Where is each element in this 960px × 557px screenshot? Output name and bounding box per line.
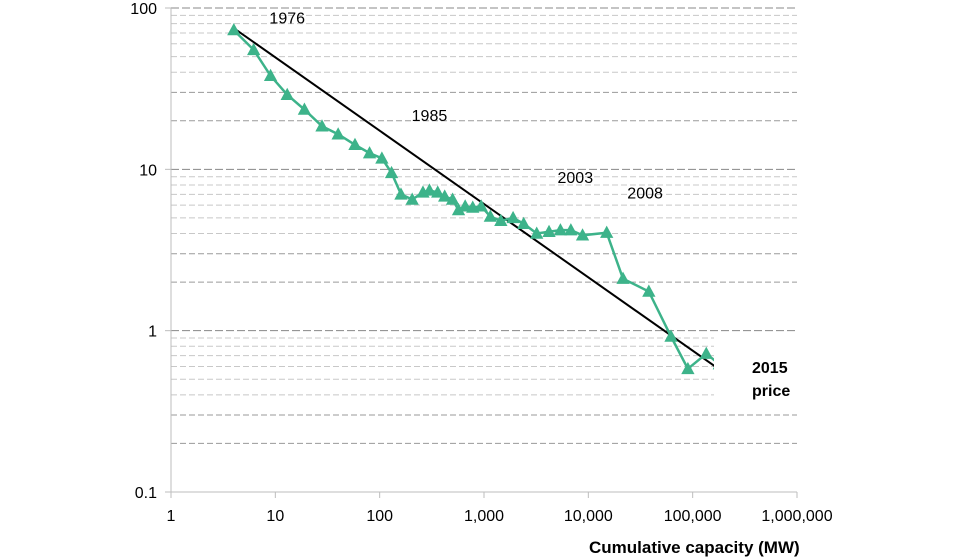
year-annotation: 2008: [627, 185, 663, 202]
data-point-marker: [227, 23, 241, 36]
y-tick-label: 100: [130, 1, 157, 18]
data-point-marker: [483, 209, 497, 222]
price-label-year: 2015: [752, 360, 788, 377]
year-annotation: 1976: [269, 11, 305, 28]
annotations: 1976 1985 2003 2008: [269, 11, 663, 203]
data-point-marker: [542, 224, 556, 238]
series-group: [227, 23, 739, 375]
x-tick-label: 100: [366, 508, 393, 525]
data-point-marker: [315, 119, 329, 132]
data-point-marker: [506, 210, 520, 224]
data-point-marker: [422, 183, 437, 196]
data-point-marker: [384, 165, 399, 179]
data-point-marker: [438, 189, 452, 202]
data-point-marker: [564, 223, 578, 236]
x-tick-label: 10: [266, 508, 284, 525]
data-point-marker: [280, 87, 294, 100]
data-point-marker: [474, 199, 488, 212]
data-point-marker: [431, 185, 445, 198]
grid-lines: [171, 7, 797, 493]
axes: [165, 7, 798, 498]
data-point-marker: [575, 228, 590, 241]
y-tick-label: 1: [148, 324, 157, 341]
price-label-box: 2015 price: [714, 337, 838, 401]
data-point-marker: [494, 213, 508, 227]
data-point-marker: [681, 361, 695, 375]
data-point-marker: [553, 223, 568, 236]
data-point-marker: [642, 284, 656, 297]
data-point-marker: [331, 127, 345, 140]
data-point-marker: [445, 192, 460, 205]
data-point-marker: [297, 102, 312, 115]
data-point-marker: [600, 225, 614, 238]
x-tick-label: 1: [167, 508, 176, 525]
data-point-marker: [405, 192, 419, 205]
price-label-background: [714, 337, 838, 401]
data-point-marker: [451, 202, 466, 216]
data-point-marker: [616, 271, 630, 284]
y-tick-label: 10: [139, 162, 157, 179]
price-label-word: price: [752, 383, 790, 400]
data-point-marker: [394, 187, 408, 200]
year-annotation: 2003: [558, 170, 594, 187]
data-point-marker: [664, 329, 678, 342]
x-tick-label: 1,000: [464, 508, 504, 525]
tick-labels: 0.1 1 10 100 1 10 100 1,000 10,000 100,000 1,000,0…: [130, 1, 832, 525]
data-point-marker: [348, 137, 362, 151]
x-tick-label: 100,000: [664, 508, 722, 525]
data-point-marker: [263, 68, 278, 82]
data-point-marker: [247, 42, 261, 56]
x-axis-label: Cumulative capacity (MW): [589, 538, 800, 557]
y-tick-label: 0.1: [135, 485, 157, 502]
data-point-marker: [375, 151, 389, 164]
data-point-marker: [699, 346, 713, 359]
data-point-marker: [530, 226, 544, 239]
year-annotation: 1985: [412, 108, 448, 125]
data-point-marker: [517, 216, 531, 229]
x-tick-label: 10,000: [564, 508, 613, 525]
data-point-marker: [362, 146, 377, 159]
x-tick-label: 1,000,000: [761, 508, 832, 525]
